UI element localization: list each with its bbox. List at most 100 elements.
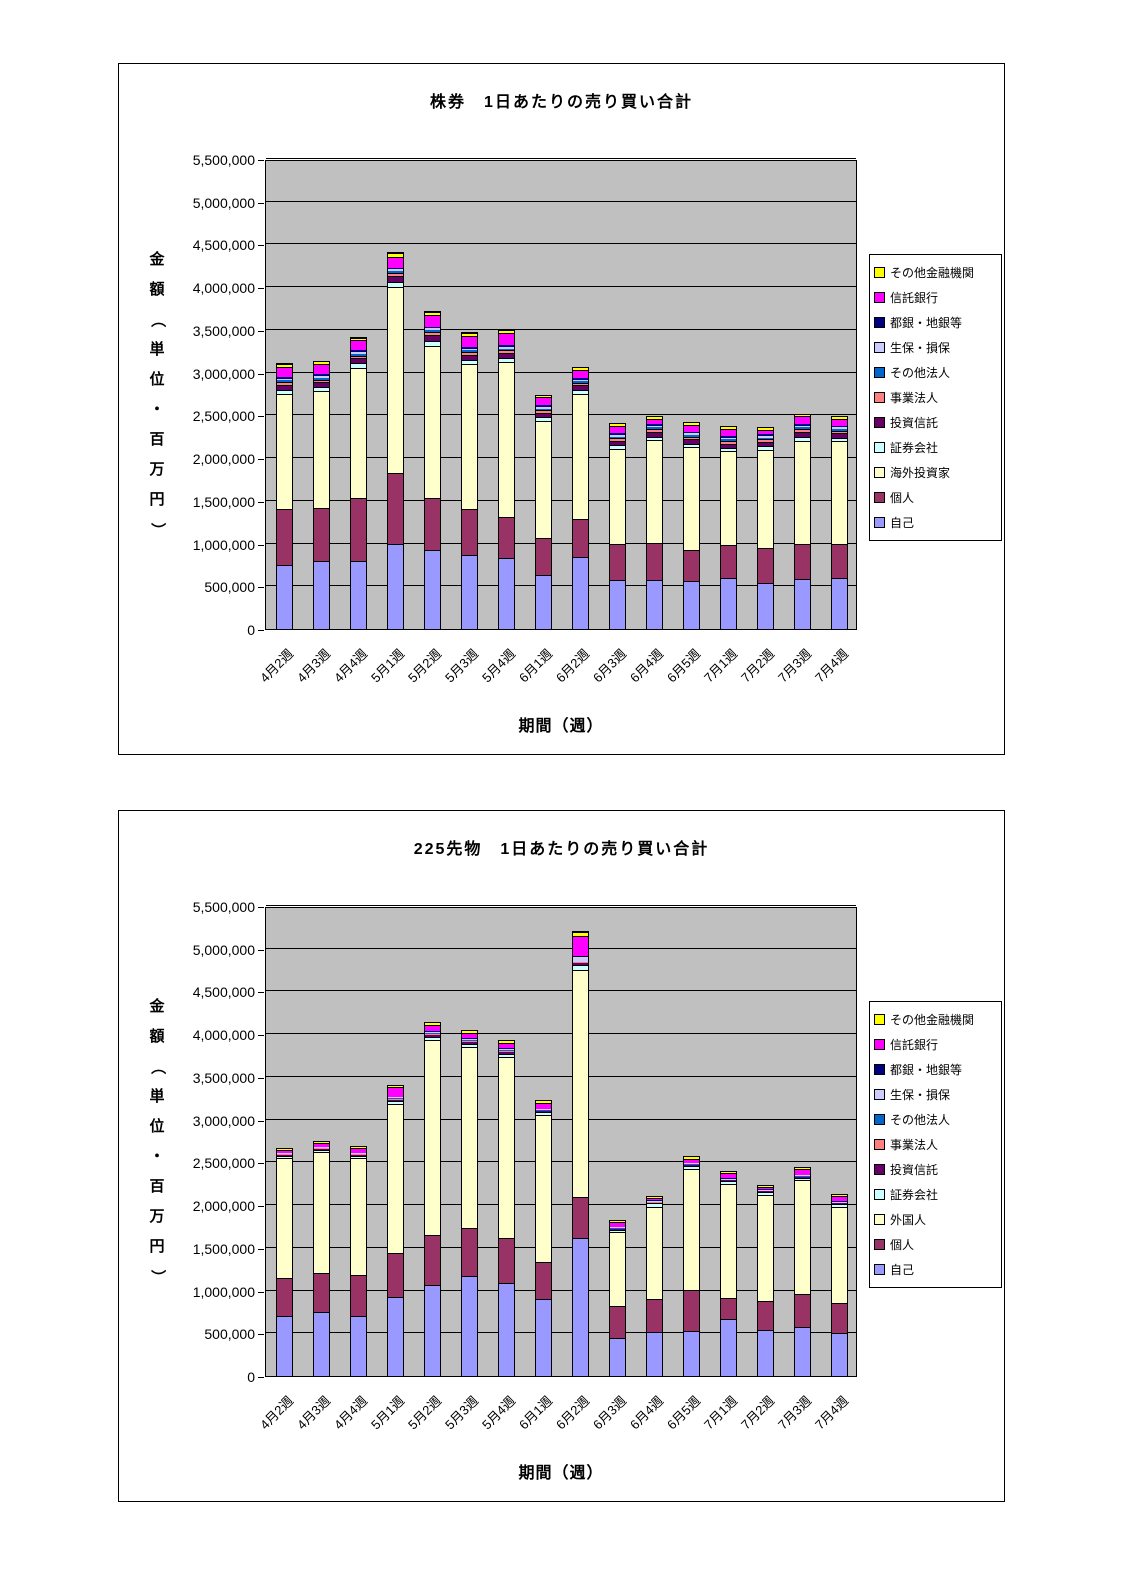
bar-segment-証券会社 xyxy=(351,363,366,369)
bar-5月2週 xyxy=(424,1022,441,1376)
bar-segment-自己 xyxy=(425,550,440,629)
bar-segment-個人 xyxy=(610,1305,625,1338)
gridline xyxy=(266,286,856,288)
bar-segment-都銀・地銀等 xyxy=(499,345,514,348)
legend-swatch xyxy=(874,1064,885,1075)
bar-segment-生保・損保 xyxy=(462,348,477,351)
legend-label: その他法人 xyxy=(890,366,951,380)
x-axis-tick-labels: 4月2週 4月3週 4月4週 5月1週 5月2週 5月3週 5月4週 6月1週 6月2週 6月3週… xyxy=(257,1385,857,1457)
y-tick-label: 4,000,000 xyxy=(119,280,264,296)
legend-item: 個人 xyxy=(874,485,997,510)
legend-swatch xyxy=(874,1164,885,1175)
bar-segment-信託銀行 xyxy=(684,424,699,432)
x-tick-label: 7月3週 xyxy=(775,646,815,686)
bar-segment-事業法人 xyxy=(425,1034,440,1036)
bar-5月4週 xyxy=(498,328,515,629)
y-axis-title-char: 位 xyxy=(149,1118,165,1135)
bar-7月3週 xyxy=(794,1166,811,1376)
bar-7月4週 xyxy=(831,416,848,629)
legend-swatch xyxy=(874,292,885,303)
bar-segment-自己 xyxy=(573,1237,588,1376)
bar-segment-都銀・地銀等 xyxy=(832,425,847,428)
y-tick-label: 1,000,000 xyxy=(119,537,264,553)
bar-segment-個人 xyxy=(573,518,588,558)
bar-segment-投資信託 xyxy=(536,412,551,418)
bar-7月1週 xyxy=(720,1170,737,1376)
legend-label: その他法人 xyxy=(890,1113,951,1127)
bar-segment-その他法人 xyxy=(795,427,810,430)
bar-segment-投資信託 xyxy=(536,1111,551,1112)
bar-segment-個人 xyxy=(795,544,810,579)
y-axis-title-char: 単 xyxy=(149,341,165,358)
bar-segment-その他法人 xyxy=(721,439,736,442)
bar-segment-投資信託 xyxy=(351,1154,366,1156)
legend-swatch xyxy=(874,1239,885,1250)
plot-area xyxy=(265,905,857,1377)
bar-segment-証券会社 xyxy=(684,443,699,448)
bar-segment-投資信託 xyxy=(684,439,699,444)
bar-segment-外国人 xyxy=(425,1040,440,1236)
legend-item: 証券会社 xyxy=(874,435,997,460)
gridline xyxy=(266,1246,856,1248)
bar-segment-都銀・地銀等 xyxy=(351,350,366,353)
bar-4月3週 xyxy=(313,1140,330,1376)
bar-segment-自己 xyxy=(462,1276,477,1376)
bar-segment-都銀・地銀等 xyxy=(388,1096,403,1098)
legend: その他金融機関 信託銀行 都銀・地銀等 生保・損保 その他法人 事業法人 投資信託 証券会社海… xyxy=(869,254,1002,541)
legend-item: その他金融機関 xyxy=(874,260,997,285)
bar-segment-海外投資家 xyxy=(721,451,736,546)
bar-segment-海外投資家 xyxy=(832,441,847,544)
bar-segment-生保・損保 xyxy=(832,427,847,430)
y-tick-label: 1,500,000 xyxy=(119,1241,264,1257)
bar-segment-証券会社 xyxy=(573,389,588,395)
bar-segment-都銀・地銀等 xyxy=(758,434,773,436)
bar-segment-信託銀行 xyxy=(314,364,329,375)
bar-segment-個人 xyxy=(573,1196,588,1238)
bar-segment-自己 xyxy=(351,560,366,629)
bar-segment-個人 xyxy=(758,1300,773,1330)
legend-swatch xyxy=(874,1264,885,1275)
bar-segment-投資信託 xyxy=(425,1035,440,1037)
bar-segment-証券会社 xyxy=(758,1192,773,1195)
x-tick-label: 5月3週 xyxy=(442,646,482,686)
bar-segment-その他金融機関 xyxy=(462,333,477,336)
bar-segment-個人 xyxy=(462,1228,477,1277)
bar-segment-外国人 xyxy=(573,970,588,1197)
bar-segment-都銀・地銀等 xyxy=(388,267,403,270)
bar-segment-自己 xyxy=(536,1299,551,1376)
y-tick-label: 1,000,000 xyxy=(119,1284,264,1300)
bar-segment-その他法人 xyxy=(314,377,329,380)
bar-segment-事業法人 xyxy=(536,410,551,413)
legend-label: 信託銀行 xyxy=(890,291,939,305)
bar-4月2週 xyxy=(276,1147,293,1376)
bar-segment-その他法人 xyxy=(462,1040,477,1042)
bar-segment-その他金融機関 xyxy=(536,1101,551,1104)
gridline xyxy=(266,990,856,992)
y-tick-label: 4,000,000 xyxy=(119,1027,264,1043)
legend-item: 事業法人 xyxy=(874,385,997,410)
bar-segment-個人 xyxy=(351,1275,366,1317)
bar-segment-その他金融機関 xyxy=(795,1167,810,1169)
bar-segment-都銀・地銀等 xyxy=(721,435,736,438)
bar-4月2週 xyxy=(276,363,293,629)
bar-segment-証券会社 xyxy=(684,1165,699,1170)
y-tick-label: 5,000,000 xyxy=(119,195,264,211)
bar-segment-事業法人 xyxy=(314,379,329,383)
bar-segment-証券会社 xyxy=(795,1177,810,1181)
bar-segment-投資信託 xyxy=(425,335,440,342)
bar-segment-信託銀行 xyxy=(536,1103,551,1110)
y-tick-label: 2,500,000 xyxy=(119,408,264,424)
bar-segment-その他金融機関 xyxy=(536,395,551,398)
y-tick-label: 2,500,000 xyxy=(119,1155,264,1171)
bar-segment-自己 xyxy=(314,560,329,629)
y-tick-label: 500,000 xyxy=(119,579,264,595)
bar-segment-信託銀行 xyxy=(721,1173,736,1179)
bar-segment-外国人 xyxy=(647,1206,662,1300)
bar-segment-自己 xyxy=(573,557,588,629)
bar-5月2週 xyxy=(424,311,441,629)
x-tick-label: 6月5週 xyxy=(664,646,704,686)
bar-segment-生保・損保 xyxy=(499,1048,514,1051)
legend-label: 個人 xyxy=(890,491,915,505)
gridlines xyxy=(266,158,856,629)
bar-segment-事業法人 xyxy=(388,272,403,277)
